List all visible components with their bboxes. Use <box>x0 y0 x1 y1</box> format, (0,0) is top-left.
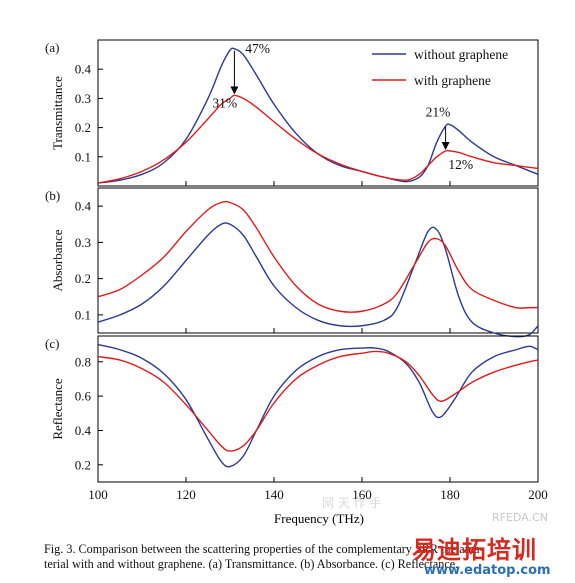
panel-label: (b) <box>45 188 60 203</box>
y-axis-label: Absorbance <box>50 229 65 291</box>
y-tick-label: 0.2 <box>75 120 91 135</box>
plot-frame <box>97 39 539 187</box>
y-tick-label: 0.3 <box>75 235 91 250</box>
series-line-without-graphene <box>97 343 539 468</box>
y-tick-label: 0.2 <box>75 457 91 472</box>
panel-label: (a) <box>45 40 59 55</box>
annotation-label: 12% <box>448 157 473 172</box>
legend-label: with graphene <box>414 73 491 88</box>
y-tick-label: 0.3 <box>75 91 91 106</box>
series-line-with-graphene <box>97 350 539 452</box>
series-line-with-graphene <box>97 200 538 313</box>
legend-label: without graphene <box>414 47 508 62</box>
y-tick-label: 0.8 <box>75 354 91 369</box>
x-tick-label: 180 <box>440 487 460 502</box>
y-axis-label: Reflectance <box>50 378 65 440</box>
x-tick-label: 120 <box>176 487 196 502</box>
annotation-label: 21% <box>426 105 451 120</box>
watermark-rfeda: RFEDA.CN <box>492 511 548 524</box>
y-tick-label: 0.2 <box>75 271 91 286</box>
watermark-url: www.edatop.com <box>424 563 551 578</box>
annotation-label: 31% <box>212 95 237 110</box>
caption-line-1: Fig. 3. Comparison between the scatterin… <box>44 542 484 556</box>
x-tick-label: 160 <box>352 487 372 502</box>
y-tick-label: 0.4 <box>75 199 92 214</box>
y-tick-label: 0.4 <box>75 423 92 438</box>
x-tick-label: 140 <box>264 487 284 502</box>
y-tick-label: 0.1 <box>75 307 91 322</box>
plot-frame <box>97 187 539 334</box>
y-tick-label: 0.1 <box>75 149 91 164</box>
x-tick-label: 200 <box>528 487 548 502</box>
figure-caption: Fig. 3. Comparison between the scatterin… <box>44 542 544 572</box>
plot-frame <box>97 335 539 483</box>
panel-label: (c) <box>45 336 59 351</box>
x-tick-label: 100 <box>88 487 108 502</box>
series-line-with-graphene <box>97 94 539 184</box>
series-line-without-graphene <box>97 222 539 338</box>
caption-line-2: terial with and without graphene. (a) Tr… <box>44 557 459 571</box>
series-line-without-graphene <box>97 47 539 184</box>
x-axis-label: Frequency (THz) <box>274 511 364 526</box>
watermark-logo-text: 易迪拓培训 <box>412 536 537 564</box>
y-axis-label: Transmittance <box>50 76 65 150</box>
watermark-faint-left: 网 天 作 手 <box>322 496 382 510</box>
y-tick-label: 0.6 <box>75 389 92 404</box>
annotation-label: 47% <box>245 41 270 56</box>
y-tick-label: 0.4 <box>75 62 92 77</box>
